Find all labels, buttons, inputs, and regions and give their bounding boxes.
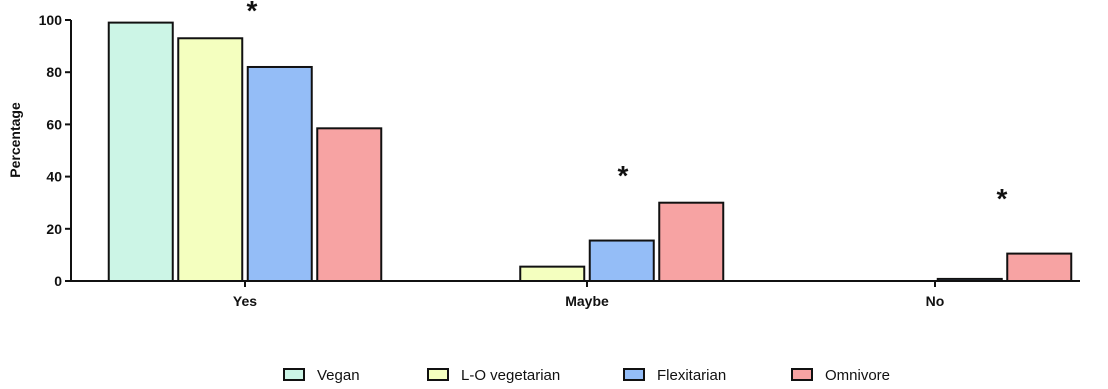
y-tick-label: 100: [39, 12, 63, 28]
legend-swatch-l-o-vegetarian: [427, 368, 449, 381]
y-tick-label: 20: [46, 221, 62, 237]
bars-group: [107, 21, 1073, 283]
category-labels: Yes Maybe No: [233, 281, 944, 309]
legend-swatch-vegan: [283, 368, 305, 381]
legend-label-l-o-vegetarian: L-O vegetarian: [461, 367, 560, 384]
x-tick-label: Maybe: [565, 293, 609, 309]
bar-flexitarian-yes: [246, 65, 313, 283]
x-tick-label: No: [926, 293, 945, 309]
bar-vegan-yes: [107, 21, 174, 283]
bar-flexitarian-maybe: [588, 239, 655, 282]
legend-swatch-flexitarian: [623, 368, 645, 381]
significance-marks: * * *: [247, 0, 1008, 214]
legend-label-omnivore: Omnivore: [825, 367, 890, 384]
legend-swatch-omnivore: [791, 368, 813, 381]
y-tick-label: 80: [46, 64, 62, 80]
y-tick-label: 40: [46, 169, 62, 185]
bar-omnivore-no: [1006, 252, 1073, 283]
bar-omnivore-yes: [316, 127, 383, 282]
y-tick-label: 60: [46, 116, 62, 132]
y-tick-label: 0: [54, 273, 62, 289]
bar-l-o-vegetarian-maybe: [519, 265, 586, 282]
x-tick-label: Yes: [233, 293, 257, 309]
significance-asterisk: *: [997, 183, 1008, 214]
significance-asterisk: *: [247, 0, 258, 26]
legend-label-vegan: Vegan: [317, 367, 360, 384]
legend: Vegan L-O vegetarian Flexitarian Omnivore: [283, 367, 890, 384]
bar-omnivore-maybe: [658, 201, 725, 282]
bar-flexitarian-no: [936, 277, 1003, 282]
significance-asterisk: *: [618, 160, 629, 191]
bar-l-o-vegetarian-yes: [177, 37, 244, 282]
y-axis-title: Percentage: [7, 102, 23, 178]
legend-label-flexitarian: Flexitarian: [657, 367, 726, 384]
